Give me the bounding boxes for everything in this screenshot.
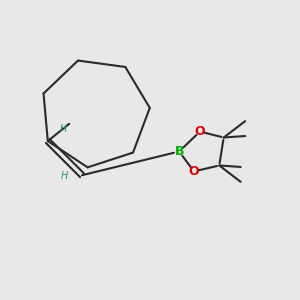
Text: H: H	[61, 171, 68, 181]
Text: B: B	[174, 145, 184, 158]
Text: H: H	[60, 124, 67, 134]
Text: O: O	[189, 165, 199, 178]
Text: O: O	[195, 125, 205, 138]
